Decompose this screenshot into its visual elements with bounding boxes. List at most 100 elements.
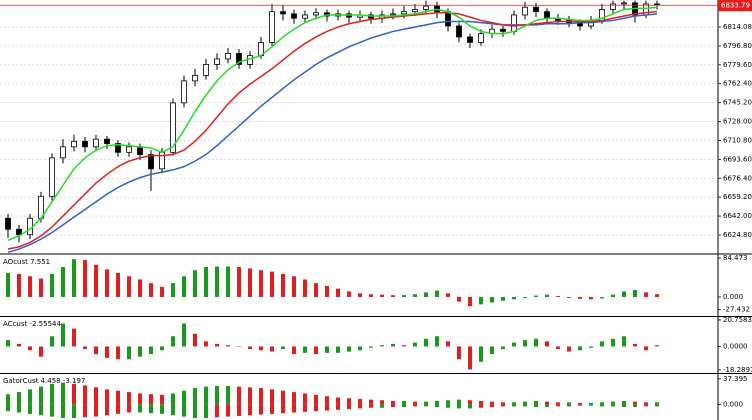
candle-body (456, 25, 462, 38)
y-tick-label: 6659.20 (723, 193, 752, 201)
histogram-bar (72, 328, 76, 347)
histogram-bar (435, 404, 439, 408)
histogram-bar (446, 293, 450, 297)
histogram-bar (83, 404, 87, 418)
histogram-bar (171, 404, 175, 416)
histogram-bar (413, 401, 417, 405)
histogram-bar (61, 382, 65, 405)
histogram-bar (644, 346, 648, 351)
histogram-bar (523, 296, 527, 298)
histogram-bar (28, 346, 32, 351)
indicator-label: AOcust 7.551 (3, 258, 50, 266)
histogram-bar (578, 402, 582, 405)
histogram-bar (160, 394, 164, 405)
y-tick-label: 6710.80 (723, 136, 752, 144)
histogram-bar (611, 401, 615, 405)
candle-body (500, 28, 506, 32)
histogram-bar (479, 296, 483, 305)
histogram-bar (347, 291, 351, 297)
histogram-bar (83, 385, 87, 405)
y-tick-label: 6814.08 (723, 23, 752, 31)
candle-body (302, 14, 308, 19)
histogram-bar (182, 323, 186, 347)
histogram-bar (490, 404, 494, 408)
histogram-bar (6, 272, 10, 297)
histogram-bar (94, 264, 98, 297)
histogram-bar (292, 276, 296, 297)
histogram-bar (633, 401, 637, 405)
histogram-bar (94, 404, 98, 417)
histogram-bar (50, 273, 54, 297)
histogram-bar (512, 296, 516, 300)
histogram-bar (83, 346, 87, 350)
histogram-bar (556, 296, 560, 297)
histogram-bar (611, 338, 615, 347)
histogram-bar (72, 404, 76, 418)
histogram-bar (633, 343, 637, 347)
histogram-bar (501, 402, 505, 405)
histogram-bar (149, 346, 153, 355)
histogram-bar (644, 402, 648, 405)
histogram-bar (281, 390, 285, 405)
histogram-bar (435, 290, 439, 297)
histogram-bar (655, 294, 659, 297)
histogram-bar (226, 266, 230, 297)
histogram-bar (270, 389, 274, 405)
histogram-bar (325, 404, 329, 411)
histogram-bar (358, 404, 362, 409)
histogram-bar (171, 393, 175, 405)
histogram-bar (380, 404, 384, 408)
histogram-bar (182, 390, 186, 405)
histogram-bar (545, 404, 549, 408)
histogram-bar (369, 294, 373, 297)
candle-body (170, 102, 176, 153)
histogram-bar (204, 341, 208, 347)
histogram-bar (380, 294, 384, 297)
histogram-bar (237, 346, 241, 347)
histogram-bar (644, 404, 648, 407)
histogram-bar (314, 346, 318, 355)
histogram-bar (468, 400, 472, 405)
y-tick-label: 0.0000 (723, 342, 748, 350)
candle-body (60, 146, 66, 159)
candle-body (49, 157, 55, 197)
histogram-bar (457, 296, 461, 302)
histogram-bar (424, 404, 428, 407)
candle-body (291, 13, 297, 19)
histogram-bar (457, 346, 461, 360)
candle-body (203, 64, 209, 76)
histogram-bar (303, 346, 307, 353)
histogram-bar (226, 385, 230, 405)
histogram-bar (292, 392, 296, 405)
histogram-bar (347, 346, 351, 352)
histogram-bar (622, 404, 626, 408)
histogram-bar (435, 336, 439, 347)
histogram-bar (523, 404, 527, 407)
candle-body (401, 11, 407, 15)
histogram-bar (347, 398, 351, 405)
histogram-bar (358, 398, 362, 405)
histogram-bar (622, 336, 626, 347)
histogram-bar (402, 400, 406, 405)
histogram-bar (468, 346, 472, 370)
candle-body (412, 9, 418, 13)
histogram-bar (314, 394, 318, 405)
histogram-bar (259, 270, 263, 297)
histogram-bar (17, 404, 21, 413)
histogram-bar (193, 388, 197, 405)
histogram-bar (237, 386, 241, 405)
histogram-bar (248, 346, 252, 350)
histogram-bar (369, 399, 373, 405)
histogram-bar (336, 346, 340, 353)
histogram-bar (501, 296, 505, 301)
histogram-bar (534, 338, 538, 347)
histogram-bar (545, 294, 549, 297)
histogram-bar (160, 346, 164, 351)
histogram-bar (138, 393, 142, 405)
histogram-bar (468, 404, 472, 409)
histogram-bar (589, 402, 593, 405)
y-tick-label: 0.000 (723, 293, 743, 301)
histogram-bar (391, 295, 395, 297)
